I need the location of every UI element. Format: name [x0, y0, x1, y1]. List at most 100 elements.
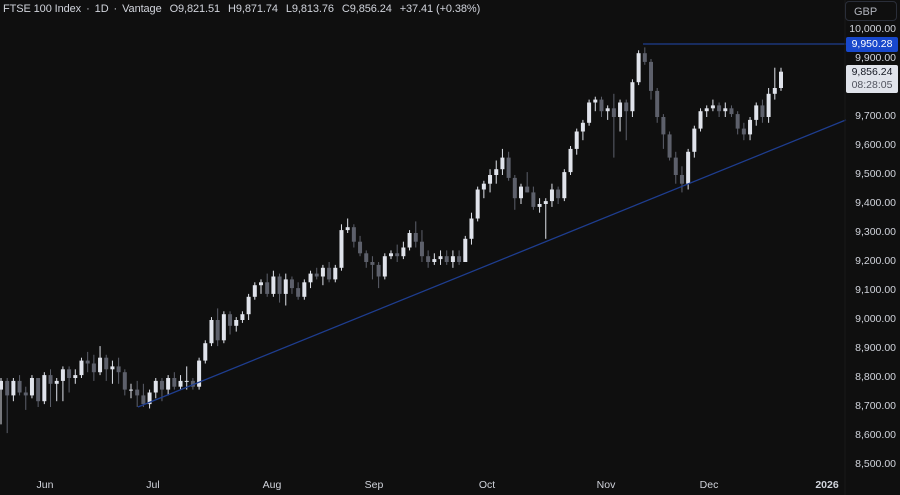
candle	[735, 111, 740, 135]
price-tick-label: 9,600.00	[855, 139, 896, 151]
candle	[221, 311, 226, 344]
candle	[531, 186, 536, 210]
candle	[413, 221, 418, 248]
candle	[48, 369, 53, 407]
price-tick-label: 9,300.00	[855, 226, 896, 238]
candle	[426, 250, 431, 268]
candle	[661, 114, 666, 149]
currency-button[interactable]: GBP	[845, 1, 897, 21]
candle	[327, 262, 332, 283]
candle	[178, 375, 183, 390]
candle	[419, 230, 424, 262]
candle	[630, 79, 635, 117]
resistance-price-tag: 9,950.28	[846, 37, 898, 52]
candle	[488, 169, 493, 193]
candle	[525, 172, 530, 193]
candle	[710, 99, 715, 112]
candle	[17, 375, 22, 396]
candle	[215, 308, 220, 347]
candle	[234, 317, 239, 332]
candle	[549, 183, 554, 207]
close-value: C9,856.24	[341, 3, 392, 15]
candle	[104, 354, 109, 381]
candle	[568, 146, 573, 175]
candle	[438, 250, 443, 265]
bar-countdown: 08:28:05	[851, 79, 893, 91]
candle	[370, 256, 375, 280]
candle	[642, 47, 647, 65]
candle	[240, 311, 245, 323]
symbol-name[interactable]: FTSE 100 Index	[3, 3, 82, 15]
price-tick-label: 9,500.00	[855, 168, 896, 180]
candle	[543, 198, 548, 239]
candle	[339, 224, 344, 271]
candle	[296, 282, 301, 300]
candle	[79, 357, 84, 378]
candle	[116, 357, 121, 384]
candle	[698, 108, 703, 132]
candle	[450, 250, 455, 268]
price-tick-label: 8,900.00	[855, 342, 896, 354]
time-tick-label: Aug	[262, 479, 282, 491]
candle	[73, 369, 78, 384]
trendline[interactable]	[137, 119, 847, 408]
interval[interactable]: 1D	[94, 3, 109, 15]
candle	[382, 253, 387, 280]
candle	[494, 160, 499, 184]
candle	[98, 346, 103, 376]
candle	[153, 378, 158, 399]
candle	[537, 198, 542, 213]
candle	[36, 378, 41, 407]
candle	[67, 366, 72, 393]
time-tick-label: Oct	[478, 479, 496, 491]
candle	[599, 96, 604, 117]
candle	[184, 366, 189, 390]
candle	[717, 102, 722, 117]
candle	[320, 264, 325, 286]
separator: ·	[86, 3, 90, 15]
candle	[772, 67, 777, 100]
candle	[605, 105, 610, 120]
candle	[444, 250, 449, 265]
candle	[618, 99, 623, 132]
candle	[556, 186, 561, 204]
candle	[333, 264, 338, 283]
price-tick-label: 8,800.00	[855, 371, 896, 383]
candle	[190, 378, 195, 390]
price-tick-label: 10,000.00	[849, 23, 896, 35]
candle	[655, 88, 660, 123]
candle	[593, 96, 598, 112]
last-price-tag: 9,856.24 08:28:05	[846, 65, 898, 93]
price-tick-label: 9,000.00	[855, 313, 896, 325]
price-tick-label: 8,700.00	[855, 400, 896, 412]
candle	[172, 372, 177, 390]
candle	[141, 383, 146, 407]
candle	[704, 105, 709, 117]
time-tick-label: Jun	[36, 479, 54, 491]
open-value: O9,821.51	[169, 3, 221, 15]
candle	[129, 383, 133, 399]
candle	[389, 250, 393, 260]
candle	[259, 279, 263, 294]
candle	[624, 99, 629, 141]
candle	[779, 67, 783, 91]
candle	[729, 105, 734, 117]
candle	[314, 267, 319, 280]
candle	[692, 125, 697, 158]
candle	[228, 311, 233, 335]
separator: ·	[113, 3, 118, 15]
candle	[407, 230, 412, 251]
candle	[60, 366, 65, 402]
candle	[345, 218, 350, 233]
candle	[636, 50, 641, 86]
low-value: L9,813.76	[285, 3, 334, 15]
candle	[395, 244, 400, 262]
price-tick-label: 9,100.00	[855, 284, 896, 296]
last-price: 9,856.24	[851, 66, 893, 78]
candle	[277, 273, 282, 303]
high-value: H9,871.74	[228, 3, 278, 15]
candle	[562, 169, 567, 202]
candle	[512, 175, 517, 210]
candle	[741, 122, 746, 141]
